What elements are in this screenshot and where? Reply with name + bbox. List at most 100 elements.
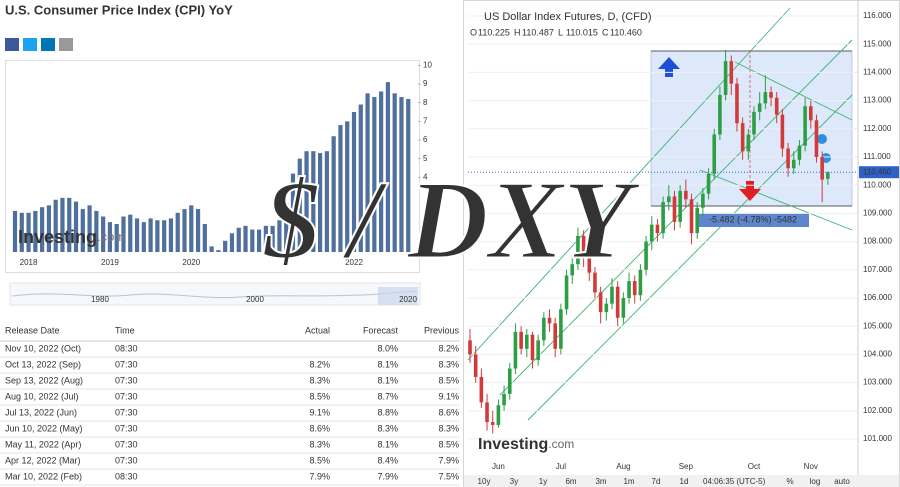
candle-body [655, 224, 660, 234]
watermark-part: Investing [478, 436, 548, 453]
bar [379, 91, 384, 252]
candle-body [723, 61, 728, 95]
watermark-domain: .com [97, 229, 125, 244]
ohlc-key: L [558, 27, 563, 37]
x-tick-label: Nov [804, 462, 818, 471]
watermark: Investing.com [478, 436, 574, 453]
candle-body [525, 334, 529, 349]
candle-body [502, 393, 506, 406]
table-cell: 8.3% [309, 439, 330, 449]
scale-option[interactable]: log [810, 477, 821, 486]
bar [318, 153, 323, 252]
range-button[interactable]: 1y [539, 477, 547, 486]
bar [60, 197, 65, 252]
share-linkedin[interactable] [41, 38, 55, 51]
bar [351, 112, 357, 252]
candle-body [638, 269, 643, 296]
table-cell: 7.9% [309, 471, 330, 481]
bar [229, 233, 235, 252]
table-cell: Aug 10, 2022 (Jul) [5, 391, 79, 401]
arrow-down [739, 181, 761, 201]
y-tick-label: 6 [423, 135, 428, 144]
share-facebook[interactable] [5, 38, 19, 51]
candle-body [740, 123, 745, 152]
ohlc-value: 110.225 [478, 27, 510, 37]
ohlc-key: C [602, 27, 609, 37]
bar [331, 136, 336, 252]
bar [311, 151, 316, 252]
bar [345, 121, 350, 252]
table-cell: 8.4% [377, 455, 398, 465]
y-tick-label: 115.000 [863, 39, 892, 48]
table-cell: 8.5% [438, 439, 459, 449]
candle-body [530, 334, 535, 361]
bar [399, 97, 404, 252]
bar [277, 220, 282, 252]
range-button[interactable]: 3y [510, 477, 518, 486]
range-button[interactable]: 10y [478, 477, 491, 486]
share-mail[interactable] [59, 38, 73, 51]
bar [80, 209, 85, 252]
candle-body [536, 340, 540, 361]
table-cell: 7.5% [438, 471, 459, 481]
bar [358, 104, 363, 253]
candle-body [644, 241, 648, 270]
candle-body [598, 292, 603, 313]
scale-option[interactable]: % [786, 477, 793, 486]
bar [155, 220, 160, 252]
candle-body [627, 281, 631, 299]
candle-body [735, 83, 739, 124]
range-button[interactable]: 1m [623, 477, 634, 486]
watermark: Investing.com [18, 227, 125, 247]
candle-body [553, 323, 557, 349]
bar [290, 173, 296, 252]
navigator-window[interactable] [378, 287, 418, 305]
table-cell: 07:30 [115, 407, 138, 417]
range-button[interactable]: 7d [652, 477, 661, 486]
measure-label: -5.482 (-4.78%) -5482 [709, 214, 797, 224]
x-tick-label: 2020 [182, 258, 200, 267]
bar [182, 209, 187, 252]
bar [141, 222, 146, 252]
y-tick-label: 102.000 [863, 406, 892, 415]
x-tick-label: Oct [748, 462, 761, 471]
table-cell: 8.1% [377, 375, 398, 385]
measure-label-box [697, 213, 809, 227]
ohlc-key: O [470, 27, 477, 37]
table-cell: 08:30 [115, 471, 138, 481]
table-cell: 8.1% [377, 359, 398, 369]
table-cell: 07:30 [115, 375, 138, 385]
range-button[interactable]: 6m [565, 477, 576, 486]
y-tick-label: 4 [423, 172, 428, 181]
bar [216, 250, 221, 252]
table-header: Release Date [5, 325, 60, 335]
x-tick-label: 2018 [20, 258, 38, 267]
table-cell: 8.5% [438, 375, 459, 385]
table-cell: 07:30 [115, 359, 138, 369]
navigator-line [11, 290, 419, 299]
arrow-up [658, 57, 680, 77]
scale-option[interactable]: auto [834, 477, 850, 486]
bar [270, 225, 275, 252]
bar [372, 97, 377, 252]
y-tick-label: 107.000 [863, 265, 892, 274]
candle-body [701, 193, 705, 208]
bar [87, 205, 92, 252]
range-button[interactable]: 1d [680, 477, 689, 486]
range-button[interactable]: 3m [595, 477, 606, 486]
bar [209, 246, 214, 252]
event-marker[interactable] [817, 134, 827, 144]
table-cell: 07:30 [115, 423, 138, 433]
candle-body [473, 354, 478, 377]
x-tick-label: Aug [616, 462, 630, 471]
bar [67, 197, 72, 252]
y-tick-label: 101.000 [863, 434, 892, 443]
y-tick-label: 9 [423, 79, 428, 88]
bar [12, 210, 18, 252]
table-header: Actual [305, 325, 330, 335]
x-tick-label: 2022 [345, 258, 363, 267]
table-cell: Sep 13, 2022 (Aug) [5, 375, 83, 385]
table-cell: 8.7% [377, 391, 398, 401]
share-twitter[interactable] [23, 38, 37, 51]
